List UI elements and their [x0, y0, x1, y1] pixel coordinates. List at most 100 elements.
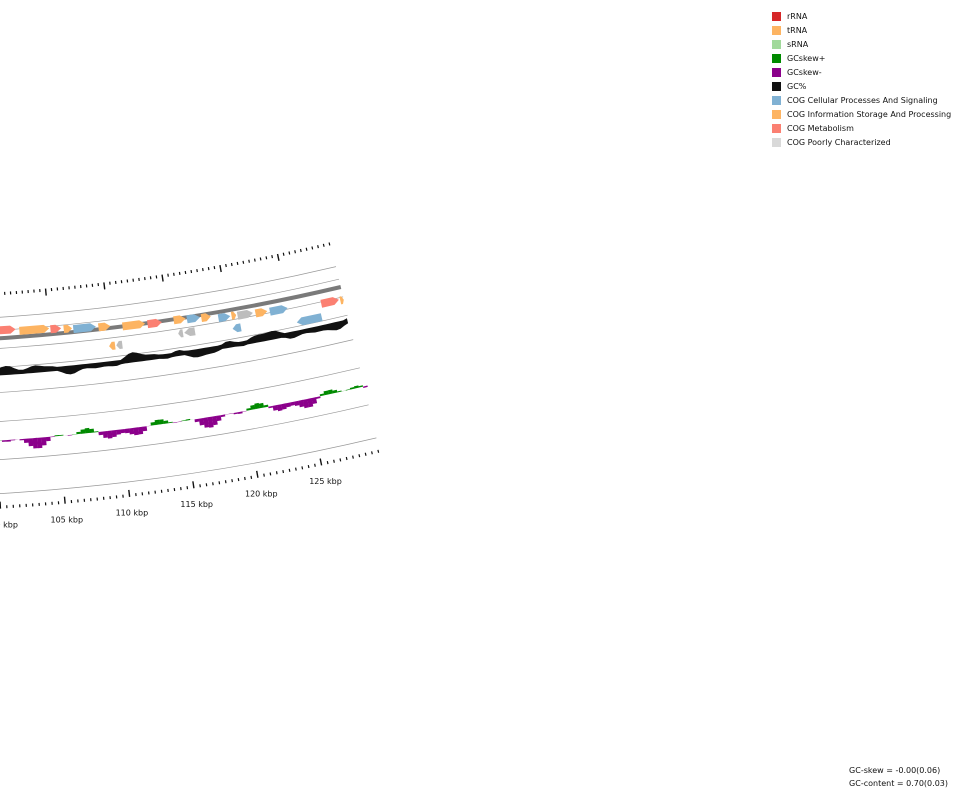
- gc-skew-stat: GC-skew = -0.00(0.06): [849, 766, 941, 775]
- legend-item: COG Information Storage And Processing: [772, 107, 951, 121]
- ring-line: [0, 404, 369, 460]
- gene-arrow: [63, 324, 72, 333]
- legend-swatch: [772, 95, 781, 105]
- minor-tick: [248, 259, 250, 263]
- minor-tick: [364, 452, 367, 456]
- legend-swatch: [772, 137, 781, 147]
- minor-tick: [358, 454, 361, 458]
- gc-skew-negative: [224, 413, 230, 415]
- minor-tick: [295, 467, 297, 471]
- minor-tick: [314, 463, 316, 467]
- gene-arrow: [72, 323, 96, 334]
- minor-tick: [377, 449, 380, 453]
- gc-content-stat: GC-content = 0.70(0.03): [849, 779, 948, 788]
- minor-tick: [207, 267, 210, 271]
- gene-arrow: [236, 310, 253, 320]
- gc-skew-negative: [98, 431, 104, 436]
- legend-swatch: [772, 39, 781, 49]
- gc-skew-positive: [93, 431, 99, 433]
- legend-label: sRNA: [787, 39, 809, 49]
- minor-tick: [339, 458, 342, 462]
- gc-skew-negative: [23, 438, 29, 443]
- tick-label: 110 kbp: [116, 509, 149, 518]
- gc-skew-positive: [0, 440, 2, 441]
- minor-tick: [311, 246, 314, 250]
- major-tick: [192, 481, 195, 489]
- gc-skew-positive: [58, 434, 64, 436]
- gc-skew-positive: [323, 390, 329, 396]
- gene-arrow: [232, 323, 242, 333]
- minor-tick: [271, 255, 273, 259]
- legend-item: COG Poorly Characterized: [772, 135, 951, 149]
- gc-skew-negative: [268, 405, 273, 409]
- gc-skew-negative: [302, 399, 309, 409]
- gene-arrow: [173, 315, 186, 325]
- minor-tick: [237, 478, 240, 482]
- gc-skew-positive: [349, 387, 355, 390]
- gc-skew-negative: [307, 398, 314, 408]
- minor-tick: [202, 268, 204, 272]
- legend-swatch: [772, 109, 781, 119]
- ring-line: [0, 437, 377, 494]
- gc-skew-negative: [120, 429, 126, 434]
- legend-label: tRNA: [787, 25, 808, 35]
- gc-skew-negative: [124, 428, 130, 434]
- gc-skew-positive: [319, 393, 325, 397]
- gc-skew-negative: [311, 397, 318, 404]
- legend-label: COG Information Storage And Processing: [787, 109, 952, 119]
- tick-label: 115 kbp: [180, 500, 213, 509]
- gc-skew-negative: [129, 427, 135, 435]
- backbone-ring: [0, 285, 342, 341]
- gc-skew-negative: [6, 439, 11, 442]
- minor-tick: [299, 248, 302, 253]
- tick-label: 105 kbp: [50, 516, 83, 525]
- gc-skew-negative: [1, 440, 7, 442]
- gc-skew-negative: [142, 426, 148, 432]
- gc-skew-positive: [327, 389, 334, 395]
- gc-skew-negative: [115, 429, 121, 435]
- legend-label: COG Poorly Characterized: [787, 137, 891, 147]
- legend-label: GC%: [787, 81, 807, 91]
- gc-skew-positive: [150, 422, 156, 426]
- minor-tick: [263, 473, 265, 477]
- minor-tick: [333, 459, 335, 463]
- gc-skew-negative: [28, 438, 34, 447]
- major-tick: [44, 288, 47, 296]
- gc-skew-positive: [263, 404, 269, 408]
- gc-skew-negative: [41, 437, 47, 446]
- gc-content-track: [0, 318, 349, 376]
- gc-skew-positive: [332, 389, 338, 394]
- gene-arrow: [0, 325, 16, 335]
- gc-skew-negative: [211, 415, 218, 426]
- major-tick: [219, 264, 222, 273]
- gc-skew-positive: [353, 385, 359, 389]
- gc-skew-negative: [272, 405, 278, 411]
- gc-skew-negative: [285, 402, 291, 408]
- gene-arrow: [230, 311, 237, 320]
- ring-line: [0, 296, 344, 349]
- legend-item: GCskew-: [772, 65, 951, 79]
- gc-skew-positive: [154, 419, 160, 426]
- gc-skew-positive: [341, 390, 346, 392]
- minor-tick: [269, 472, 272, 476]
- legend-label: GCskew+: [787, 53, 826, 63]
- gc-skew-positive: [258, 402, 264, 409]
- gene-arrow: [269, 305, 288, 316]
- gene-arrow: [320, 297, 339, 308]
- gene-arrow: [50, 324, 62, 334]
- gc-skew-negative: [198, 418, 205, 426]
- gc-skew-negative: [37, 437, 43, 449]
- backbone: [0, 285, 342, 341]
- legend-label: GCskew-: [787, 67, 822, 77]
- minor-tick: [322, 243, 325, 247]
- gc-skew-negative: [63, 435, 68, 436]
- gc-skew-negative: [203, 417, 210, 428]
- gc-skew-positive: [358, 385, 364, 388]
- gc-skew-negative: [137, 426, 144, 435]
- gc-skew-negative: [207, 416, 214, 428]
- gc-skew-negative: [32, 437, 38, 449]
- legend-swatch: [772, 25, 781, 35]
- ring-lines: [0, 266, 377, 494]
